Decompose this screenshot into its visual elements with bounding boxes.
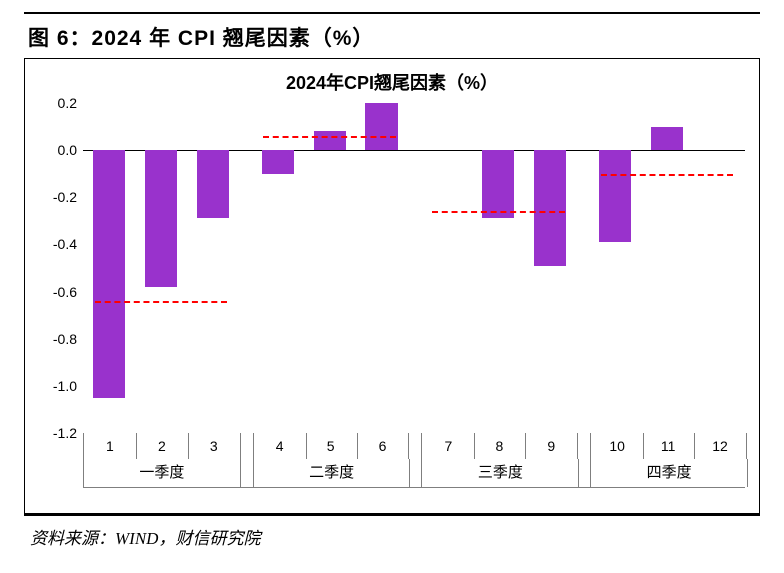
source-text: 资料来源：WIND，财信研究院	[24, 516, 760, 549]
y-tick-label: 0.0	[58, 142, 77, 158]
x-month-label: 1	[84, 433, 137, 459]
plot-area	[83, 103, 745, 433]
x-axis-months: 123456789101112	[83, 433, 745, 459]
x-month-label: 9	[525, 433, 578, 459]
x-month-label: 10	[590, 433, 644, 459]
chart-title: 2024年CPI翘尾因素（%）	[39, 69, 745, 95]
bar	[197, 150, 229, 218]
bar	[651, 127, 683, 151]
x-month-label: 3	[188, 433, 241, 459]
figure-caption: 图 6：2024 年 CPI 翘尾因素（%）	[24, 14, 760, 58]
bar	[314, 131, 346, 150]
x-month-label: 7	[421, 433, 475, 459]
y-tick-label: -0.6	[53, 284, 77, 300]
bar	[262, 150, 294, 174]
y-tick-label: -0.2	[53, 189, 77, 205]
x-month-label: 2	[136, 433, 189, 459]
bar	[145, 150, 177, 287]
x-month-label: 6	[357, 433, 410, 459]
chart-panel: 2024年CPI翘尾因素（%） 0.2 0.0 -0.2 -0.4 -0.6 -0.8 -1…	[24, 59, 760, 514]
y-tick-label: -0.4	[53, 236, 77, 252]
x-month-label: 5	[305, 433, 358, 459]
x-axis: 123456789101112 一季度二季度三季度四季度	[83, 433, 745, 488]
bar	[534, 150, 566, 266]
bar	[599, 150, 631, 242]
zero-line	[83, 150, 745, 151]
group-average-line	[432, 211, 564, 213]
group-average-line	[601, 174, 733, 176]
group-average-line	[95, 301, 227, 303]
y-tick-label: -0.8	[53, 331, 77, 347]
y-tick-label: -1.2	[53, 425, 77, 441]
bar	[482, 150, 514, 218]
x-quarter-label: 三季度	[421, 459, 579, 487]
plot-wrap: 0.20.0-0.2-0.4-0.6-0.8-1.0-1.2	[39, 103, 745, 433]
y-tick-label: -1.0	[53, 378, 77, 394]
y-tick-label: 0.2	[58, 95, 77, 111]
figure-container: 图 6：2024 年 CPI 翘尾因素（%） 2024年CPI翘尾因素（%） 0…	[0, 0, 784, 573]
x-month-label: 8	[473, 433, 526, 459]
x-quarter-label: 二季度	[253, 459, 411, 487]
x-axis-quarters: 一季度二季度三季度四季度	[83, 459, 745, 488]
bar	[93, 150, 125, 398]
x-month-label: 4	[253, 433, 307, 459]
y-axis: 0.20.0-0.2-0.4-0.6-0.8-1.0-1.2	[39, 103, 83, 433]
x-month-label: 12	[694, 433, 747, 459]
bar	[365, 103, 397, 150]
x-quarter-label: 四季度	[590, 459, 748, 487]
x-month-label: 11	[642, 433, 695, 459]
group-average-line	[263, 136, 395, 138]
x-quarter-label: 一季度	[84, 459, 241, 487]
